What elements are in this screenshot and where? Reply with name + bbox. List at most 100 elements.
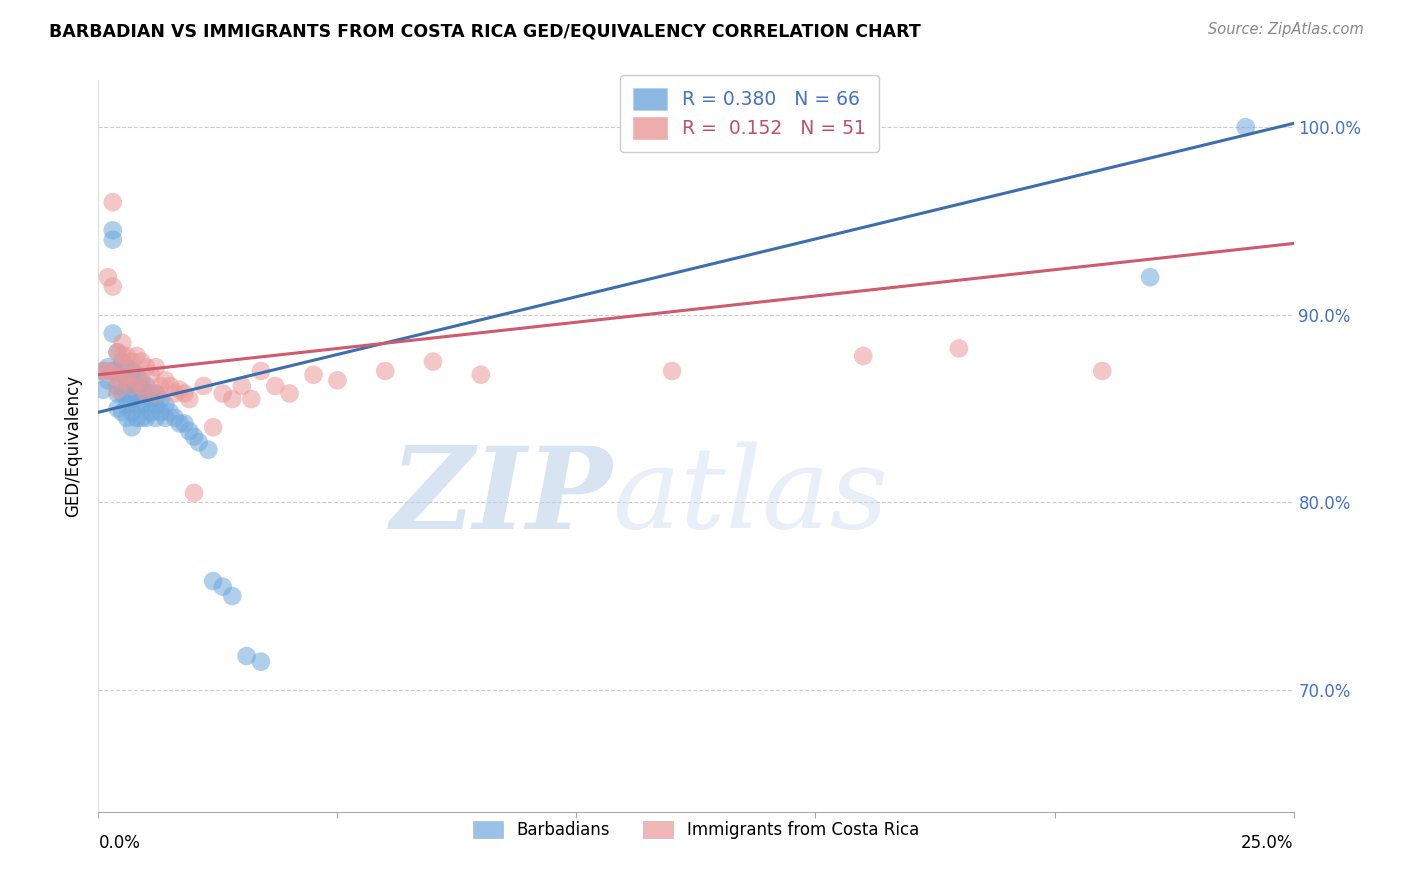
Point <box>139 386 162 401</box>
Point <box>374 364 396 378</box>
Point <box>101 364 124 378</box>
Point <box>211 386 233 401</box>
Point <box>149 405 172 419</box>
Point <box>948 342 970 356</box>
Point <box>145 386 167 401</box>
Point <box>131 386 153 401</box>
Point <box>211 580 233 594</box>
Point <box>1139 270 1161 285</box>
Point <box>111 349 134 363</box>
Point <box>1234 120 1257 135</box>
Point <box>125 373 148 387</box>
Point <box>179 424 201 438</box>
Point <box>183 486 205 500</box>
Point <box>111 373 134 387</box>
Point <box>125 398 148 412</box>
Point <box>111 405 134 419</box>
Point <box>107 345 129 359</box>
Point <box>115 398 138 412</box>
Point <box>149 392 172 406</box>
Point <box>169 417 191 431</box>
Point <box>326 373 349 387</box>
Point <box>107 379 129 393</box>
Point <box>139 392 162 406</box>
Point <box>235 648 257 663</box>
Point <box>131 354 153 368</box>
Point <box>121 420 143 434</box>
Point <box>169 383 191 397</box>
Point <box>115 373 138 387</box>
Point <box>163 386 186 401</box>
Point <box>107 401 129 416</box>
Point <box>91 364 114 378</box>
Point <box>135 410 157 425</box>
Point <box>115 410 138 425</box>
Point <box>159 379 181 393</box>
Point <box>1091 364 1114 378</box>
Point <box>125 368 148 382</box>
Point <box>111 335 134 350</box>
Point <box>302 368 325 382</box>
Point <box>107 383 129 397</box>
Point <box>121 379 143 393</box>
Point <box>131 410 153 425</box>
Point <box>131 379 153 393</box>
Point <box>264 379 287 393</box>
Point <box>97 364 120 378</box>
Point <box>97 270 120 285</box>
Point <box>107 364 129 378</box>
Point <box>101 223 124 237</box>
Text: atlas: atlas <box>613 442 889 552</box>
Point <box>240 392 263 406</box>
Point <box>159 405 181 419</box>
Point <box>91 383 114 397</box>
Point <box>183 429 205 443</box>
Point <box>131 373 153 387</box>
Point <box>107 386 129 401</box>
Point <box>231 379 253 393</box>
Point <box>125 386 148 401</box>
Point <box>422 354 444 368</box>
Text: ZIP: ZIP <box>391 442 613 553</box>
Text: BARBADIAN VS IMMIGRANTS FROM COSTA RICA GED/EQUIVALENCY CORRELATION CHART: BARBADIAN VS IMMIGRANTS FROM COSTA RICA … <box>49 22 921 40</box>
Point <box>121 392 143 406</box>
Point <box>111 354 134 368</box>
Point <box>91 364 114 378</box>
Point <box>115 360 138 375</box>
Point <box>661 364 683 378</box>
Point <box>111 368 134 382</box>
Point <box>139 368 162 382</box>
Point <box>193 379 215 393</box>
Point <box>187 435 209 450</box>
Point <box>149 379 172 393</box>
Point <box>135 398 157 412</box>
Point <box>145 398 167 412</box>
Point <box>202 574 225 588</box>
Point <box>173 417 195 431</box>
Point <box>155 373 177 387</box>
Point <box>111 386 134 401</box>
Point <box>197 442 219 457</box>
Point <box>97 373 120 387</box>
Point <box>115 349 138 363</box>
Point <box>121 405 143 419</box>
Point <box>121 354 143 368</box>
Point <box>145 386 167 401</box>
Point <box>121 379 143 393</box>
Point <box>155 398 177 412</box>
Point <box>101 326 124 341</box>
Point <box>97 360 120 375</box>
Point <box>135 360 157 375</box>
Point <box>221 589 243 603</box>
Point <box>101 233 124 247</box>
Point <box>101 368 124 382</box>
Point <box>221 392 243 406</box>
Point <box>163 410 186 425</box>
Point <box>250 364 273 378</box>
Point <box>107 364 129 378</box>
Point <box>131 398 153 412</box>
Point <box>278 386 301 401</box>
Point <box>145 410 167 425</box>
Y-axis label: GED/Equivalency: GED/Equivalency <box>65 375 83 517</box>
Point <box>125 379 148 393</box>
